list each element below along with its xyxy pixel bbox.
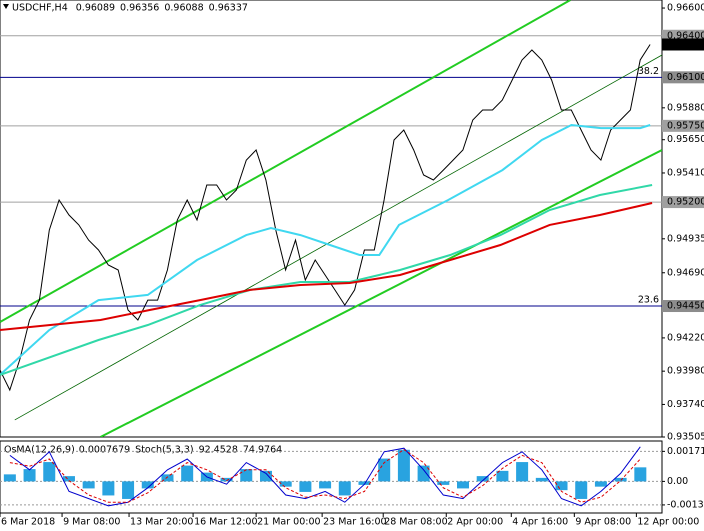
- channel-line: [100, 149, 662, 437]
- x-tick-label: 13 Mar 20:00: [130, 517, 193, 528]
- level-box: [662, 71, 704, 84]
- price-line: [0, 44, 651, 392]
- level-label: 0.95200: [667, 197, 704, 208]
- stoch-value: 92.4528: [199, 445, 238, 456]
- level-box: [662, 300, 704, 313]
- level-box: [662, 196, 704, 209]
- osma-value: 0.0007679: [79, 445, 130, 456]
- last-price-label: 0.96337: [667, 39, 704, 50]
- x-tick-label: 9 Mar 08:00: [63, 517, 120, 528]
- y-tick-label: 0.93980: [667, 366, 704, 377]
- ohlc-value: 0.96088: [164, 3, 203, 14]
- osma-bar: [378, 458, 391, 482]
- y-tick-label: 0.93740: [667, 399, 704, 410]
- x-tick-label: 9 Apr 08:00: [575, 517, 631, 528]
- y-tick-label: 0.93505: [667, 432, 704, 443]
- level-label: 0.96100: [667, 72, 704, 83]
- osma-bar: [161, 474, 174, 482]
- osma-bar: [535, 477, 548, 482]
- x-tick-label: 2 Apr 00:00: [447, 517, 503, 528]
- ohlc-value: 0.96356: [120, 3, 159, 14]
- stoch-value: 74.9764: [243, 445, 282, 456]
- y-tick-label: 0.94935: [667, 233, 704, 244]
- osma-bar: [43, 462, 56, 482]
- osma-bar: [594, 481, 607, 487]
- x-tick-label: 28 Mar 08:00: [384, 517, 447, 528]
- osma-bar: [575, 481, 588, 499]
- y-tick-label: -0.00134: [667, 499, 704, 510]
- osma-bar: [338, 481, 351, 496]
- symbol-title: USDCHF,H4: [12, 3, 68, 14]
- stoch-line: [9, 449, 641, 503]
- menu-icon[interactable]: [3, 4, 9, 9]
- y-tick-label: 0.96600: [667, 3, 704, 14]
- moving-average: [0, 123, 651, 376]
- osma-bar: [358, 481, 371, 485]
- stoch-title: Stoch(5,3,3): [135, 445, 193, 456]
- ohlc-value: 0.96337: [209, 3, 248, 14]
- y-tick-label: 0.00: [667, 476, 688, 487]
- osma-bar: [634, 467, 647, 482]
- channel-line: [14, 54, 662, 421]
- y-tick-label: 0.95650: [667, 134, 704, 145]
- level-box: [662, 29, 704, 42]
- osma-bar: [23, 469, 36, 482]
- osma-bar: [555, 481, 568, 491]
- osma-bar: [141, 481, 154, 489]
- fib-label: 38.2: [638, 66, 659, 77]
- x-tick-label: 6 Mar 2018: [1, 517, 55, 528]
- osma-bar: [457, 481, 470, 489]
- osma-bar: [259, 470, 272, 482]
- y-tick-label: 0.94220: [667, 332, 704, 343]
- osma-bar: [496, 470, 509, 482]
- osma-bar: [82, 481, 95, 489]
- y-tick-label: 0.94690: [667, 267, 704, 278]
- osma-bar: [181, 465, 194, 482]
- level-box: [662, 119, 704, 132]
- fib-label: 23.6: [638, 295, 659, 306]
- y-tick-label: 0.95410: [667, 167, 704, 178]
- level-label: 0.94450: [667, 301, 704, 312]
- osma-bar: [437, 481, 450, 485]
- main-panel: [0, 0, 663, 438]
- osma-bar: [122, 481, 135, 499]
- x-tick-label: 23 Mar 16:00: [323, 517, 386, 528]
- osma-bar: [299, 481, 312, 492]
- osma-bar: [516, 462, 529, 482]
- osma-bar: [220, 477, 233, 482]
- osma-bar: [614, 477, 627, 482]
- osma-bar: [3, 474, 16, 482]
- channel-line: [0, 0, 571, 323]
- x-tick-label: 4 Apr 16:00: [512, 517, 568, 528]
- osma-bar: [417, 465, 430, 482]
- osma-bar: [240, 469, 253, 482]
- y-tick-label: 0.95880: [667, 102, 704, 113]
- osma-bar: [62, 476, 75, 482]
- osma-bar: [279, 481, 292, 487]
- x-tick-label: 12 Apr 00:00: [637, 517, 699, 528]
- x-tick-label: 16 Mar 12:00: [194, 517, 257, 528]
- y-tick-label: 0.00171: [667, 446, 704, 457]
- moving-average: [0, 202, 653, 331]
- osma-title: OsMA(12,26,9): [4, 445, 75, 456]
- osma-bar: [476, 476, 489, 482]
- level-label: 0.95750: [667, 120, 704, 131]
- ohlc-value: 0.96089: [76, 3, 115, 14]
- osma-bar: [319, 481, 332, 489]
- level-label: 0.96400: [667, 30, 704, 41]
- x-tick-label: 21 Mar 00:00: [257, 517, 320, 528]
- oscillator-panel: [0, 440, 663, 514]
- moving-average: [0, 184, 653, 376]
- last-price-box: [662, 38, 704, 51]
- stoch-line: [9, 446, 641, 507]
- osma-bar: [102, 481, 115, 496]
- osma-bar: [397, 449, 410, 482]
